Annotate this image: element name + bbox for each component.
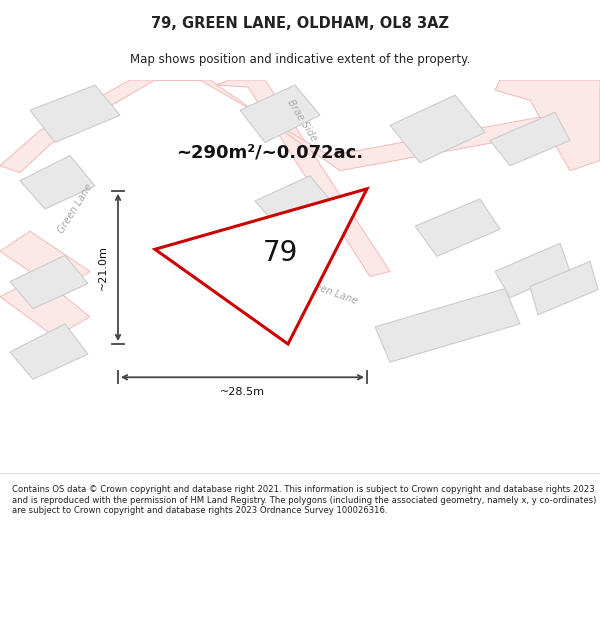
Polygon shape [255, 176, 335, 229]
Polygon shape [0, 276, 90, 337]
Text: ~28.5m: ~28.5m [220, 388, 265, 398]
Polygon shape [495, 243, 570, 298]
Polygon shape [390, 95, 485, 162]
Polygon shape [375, 289, 520, 362]
Text: ~290m²/~0.072ac.: ~290m²/~0.072ac. [176, 144, 364, 161]
Text: Green Lane: Green Lane [302, 278, 358, 306]
Text: 79, GREEN LANE, OLDHAM, OL8 3AZ: 79, GREEN LANE, OLDHAM, OL8 3AZ [151, 16, 449, 31]
Polygon shape [215, 80, 390, 276]
Polygon shape [0, 80, 155, 172]
Polygon shape [495, 80, 600, 171]
Polygon shape [30, 85, 120, 142]
Text: Green Lane: Green Lane [56, 182, 94, 236]
Polygon shape [20, 156, 95, 209]
Polygon shape [155, 80, 600, 171]
Polygon shape [415, 199, 500, 256]
Polygon shape [10, 324, 88, 379]
Polygon shape [490, 112, 570, 166]
Text: Brae Side: Brae Side [285, 98, 319, 143]
Polygon shape [530, 261, 598, 315]
Polygon shape [155, 189, 367, 344]
Polygon shape [0, 231, 90, 292]
Text: 79: 79 [262, 239, 298, 268]
Polygon shape [240, 85, 320, 142]
Text: ~21.0m: ~21.0m [98, 245, 108, 290]
Text: Contains OS data © Crown copyright and database right 2021. This information is : Contains OS data © Crown copyright and d… [12, 485, 596, 515]
Text: Map shows position and indicative extent of the property.: Map shows position and indicative extent… [130, 54, 470, 66]
Polygon shape [10, 256, 88, 309]
